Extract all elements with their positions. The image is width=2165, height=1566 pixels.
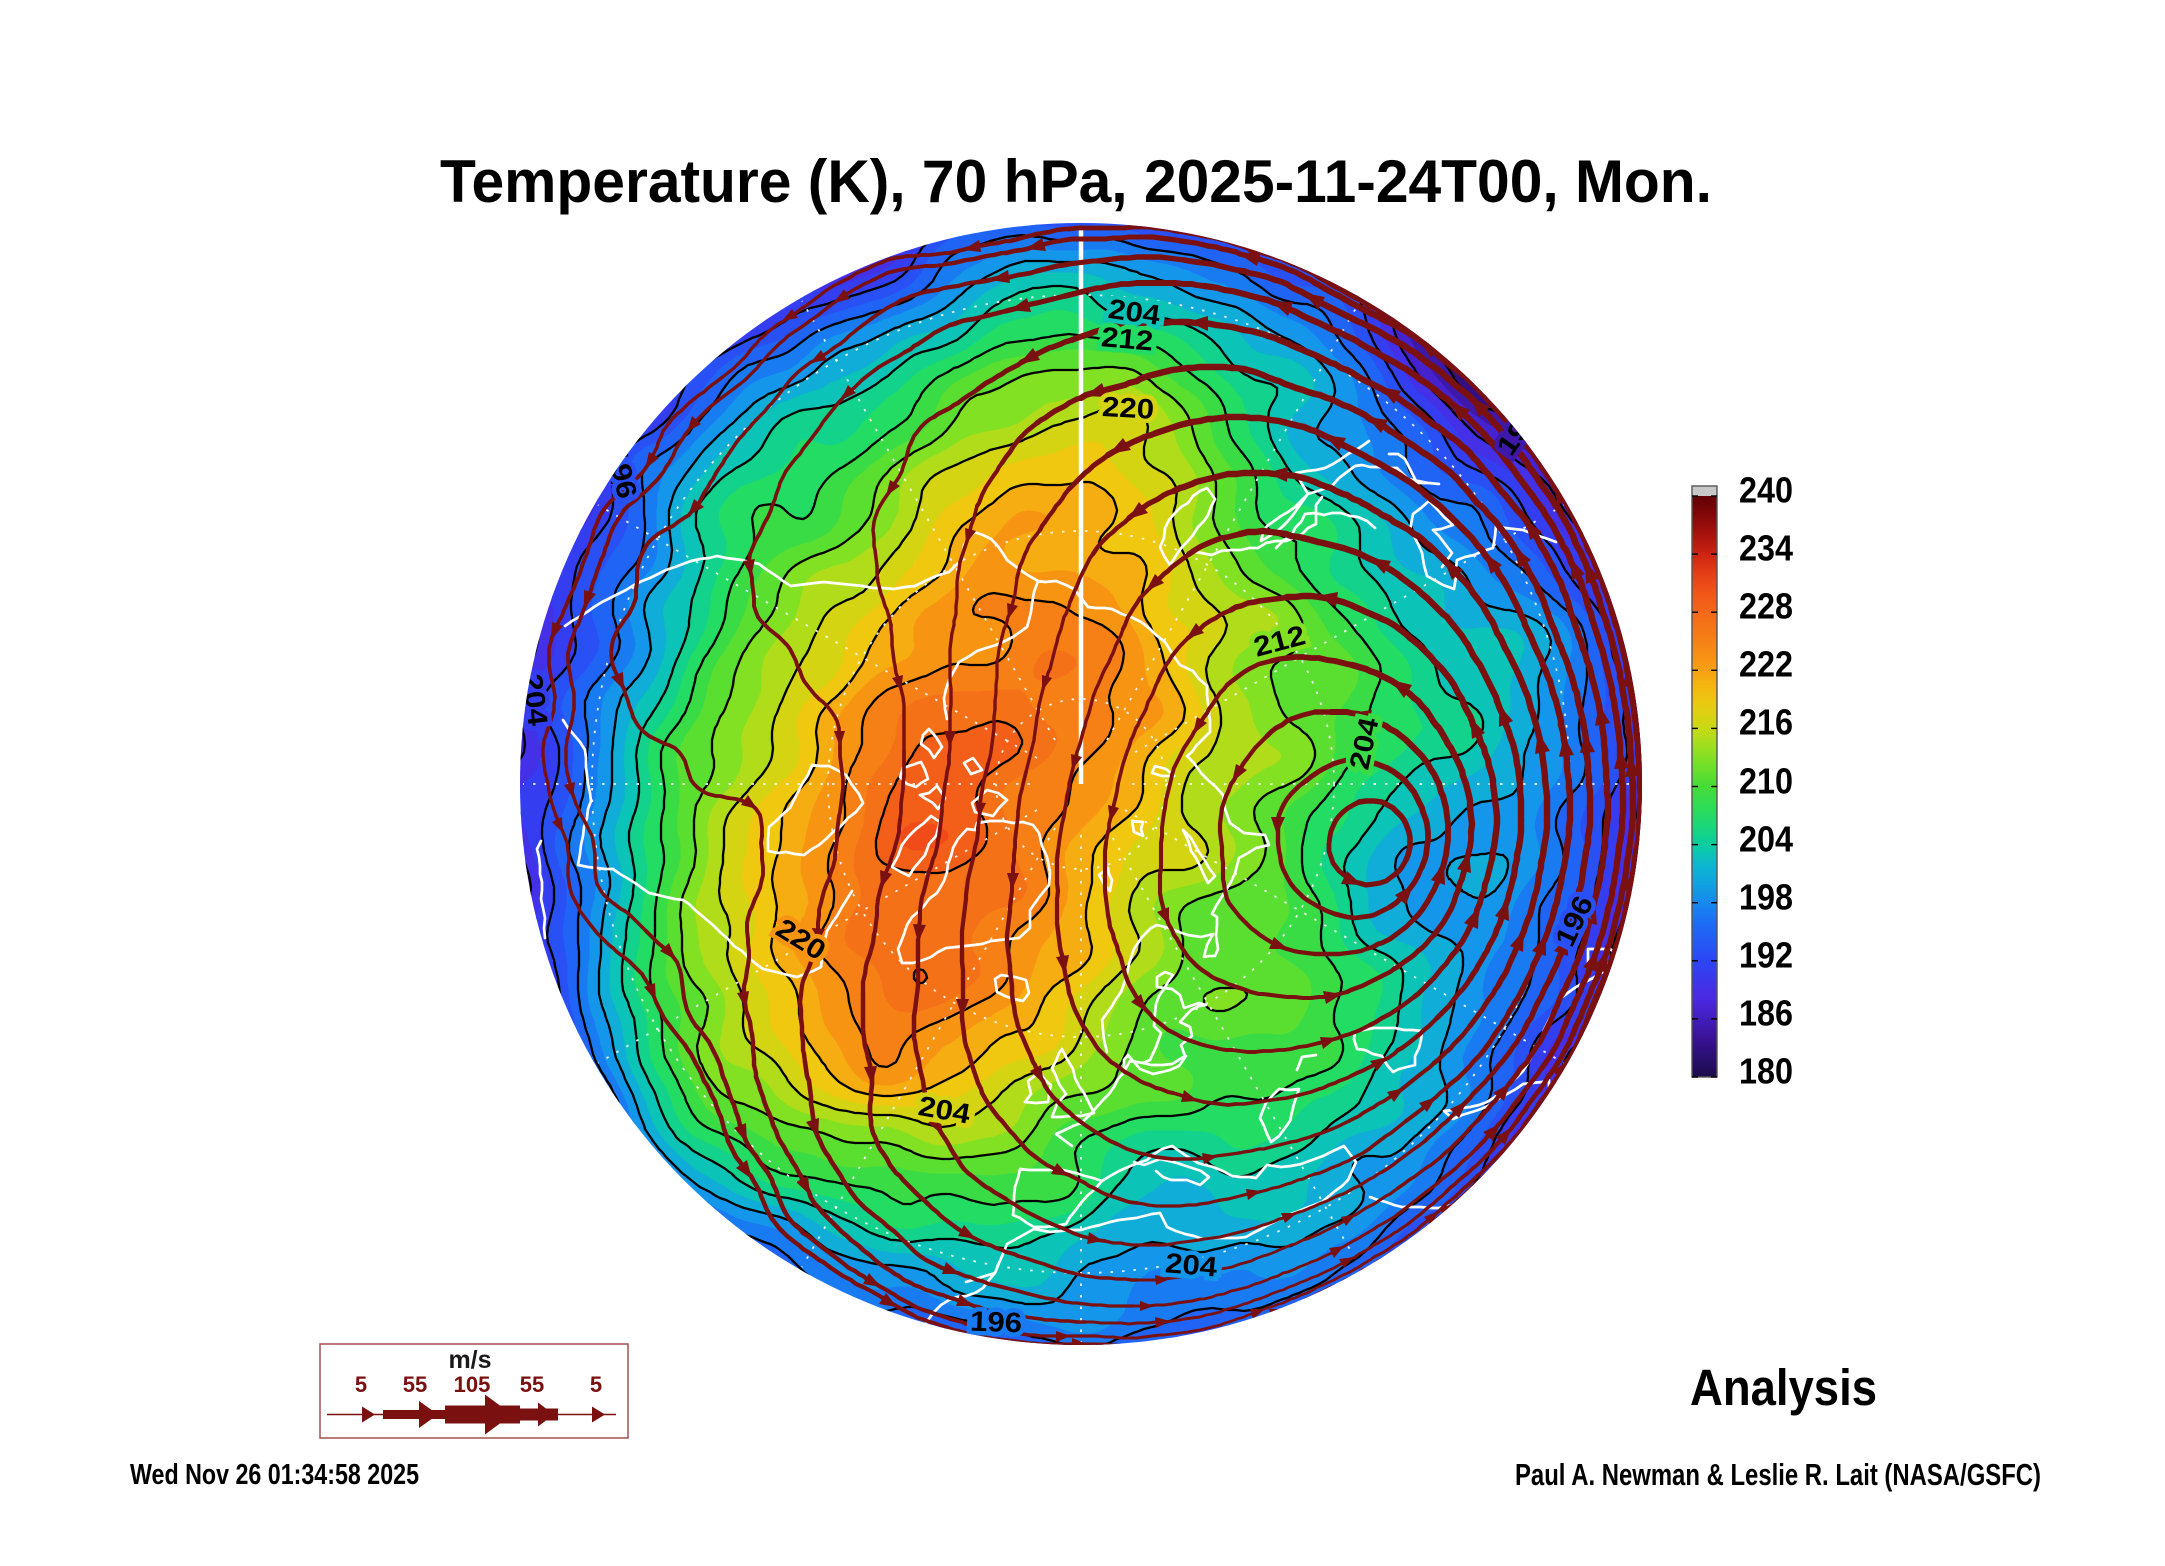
svg-text:212: 212 [1100, 321, 1155, 356]
svg-text:192: 192 [1739, 935, 1793, 976]
svg-text:222: 222 [1739, 644, 1793, 685]
svg-text:m/s: m/s [448, 1346, 491, 1374]
svg-text:210: 210 [1739, 761, 1793, 802]
svg-text:Temperature (K), 70 hPa, 2025-: Temperature (K), 70 hPa, 2025-11-24T00, … [440, 148, 1712, 215]
svg-text:55: 55 [403, 1372, 427, 1397]
svg-text:105: 105 [454, 1372, 491, 1397]
svg-text:Paul A. Newman & Leslie R. Lai: Paul A. Newman & Leslie R. Lait (NASA/GS… [1515, 1457, 2041, 1492]
svg-text:228: 228 [1739, 586, 1793, 627]
svg-text:220: 220 [1101, 391, 1155, 425]
svg-text:196: 196 [970, 1305, 1023, 1338]
svg-text:204: 204 [1164, 1247, 1219, 1282]
svg-text:5: 5 [355, 1372, 367, 1397]
svg-text:240: 240 [1739, 470, 1793, 511]
svg-text:234: 234 [1739, 528, 1793, 569]
svg-text:Wed Nov 26 01:34:58 2025: Wed Nov 26 01:34:58 2025 [130, 1459, 419, 1491]
svg-text:180: 180 [1739, 1051, 1793, 1092]
svg-text:55: 55 [520, 1372, 544, 1397]
svg-text:198: 198 [1739, 877, 1793, 918]
svg-text:Analysis: Analysis [1690, 1359, 1877, 1416]
svg-text:204: 204 [1739, 819, 1793, 860]
svg-text:186: 186 [1739, 993, 1793, 1034]
svg-text:5: 5 [590, 1372, 602, 1397]
svg-text:216: 216 [1739, 702, 1793, 743]
